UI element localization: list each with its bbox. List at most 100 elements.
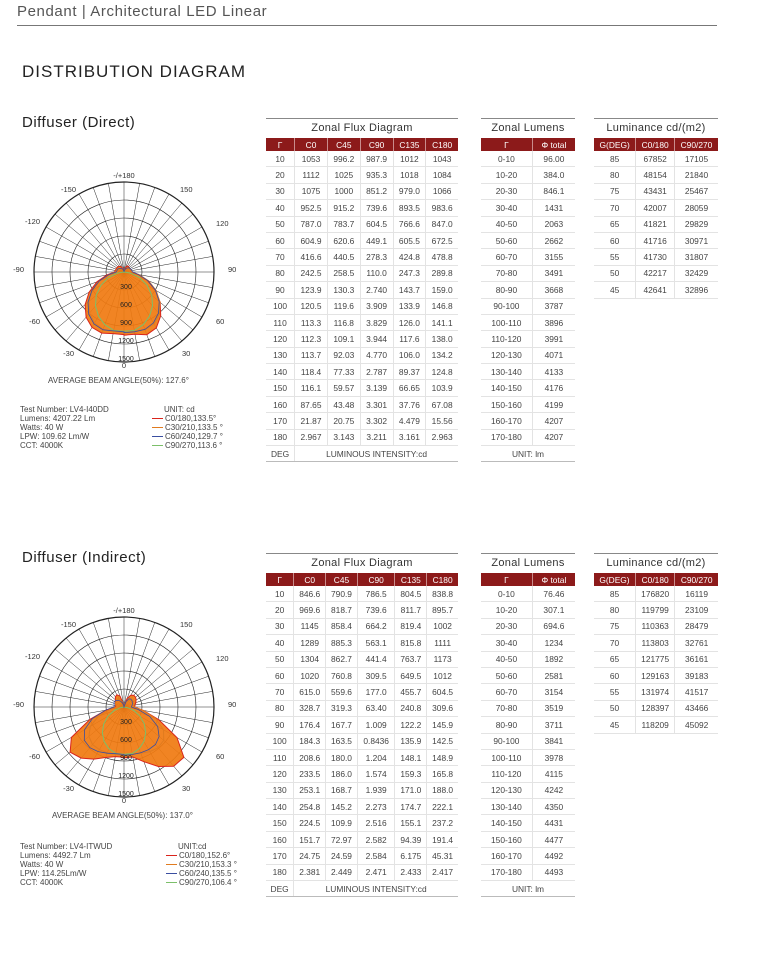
table-cell: 424.8 <box>392 248 426 266</box>
table-cell: 160-170 <box>481 847 533 865</box>
table-cell: 55 <box>594 683 636 701</box>
zonal-lumens-table-direct: Zonal Lumens Γ Φ total 0-10 96.00 10-20 384.0 2… <box>481 118 575 463</box>
table-cell: 103.9 <box>425 379 458 397</box>
table-row: 50 128397 43466 <box>594 700 718 718</box>
table-cell: 177.0 <box>356 683 395 701</box>
table-cell: 21840 <box>673 166 718 184</box>
table-cell: 60 <box>266 232 295 250</box>
table-cell: 1112 <box>294 166 328 184</box>
table-row: 50 787.0 783.7 604.5 766.6 847.0 <box>266 216 458 233</box>
table-cell: 10-20 <box>481 166 533 184</box>
table-cell: 66.65 <box>392 379 426 397</box>
table-cell: 1012 <box>392 151 426 168</box>
table-row: 170 24.75 24.59 2.584 6.175 45.31 <box>266 847 458 865</box>
table-cell: 142.5 <box>426 733 458 750</box>
legend-label: C90/270,106.4 ° <box>179 878 237 887</box>
table-cell: 120-130 <box>481 782 533 800</box>
table-row: 30 1145 858.4 664.2 819.4 1002 <box>266 618 458 636</box>
table-cell: 180 <box>266 864 294 882</box>
table-cell: 416.6 <box>294 248 328 266</box>
table-cell: 40-50 <box>481 651 533 668</box>
table-row: 60-70 3154 <box>481 683 575 701</box>
table-cell: 90-100 <box>481 733 533 750</box>
table-cell: 3155 <box>531 248 575 266</box>
table-row: 100 184.3 163.5 0.8436 135.9 142.5 <box>266 733 458 750</box>
table-cell: 847.0 <box>425 216 458 233</box>
column-header: G(DEG) <box>594 138 636 151</box>
table-cell: 130-140 <box>481 798 533 816</box>
table-row: 30 1075 1000 851.2 979.0 1066 <box>266 183 458 201</box>
table-cell: 92.03 <box>326 347 361 365</box>
table-cell: 2.381 <box>293 864 326 882</box>
table-cell: 811.7 <box>394 601 427 619</box>
document-header: Pendant | Architectural LED Linear <box>17 3 268 20</box>
table-cell: 50 <box>266 651 294 668</box>
table-row: 60 129163 39183 <box>594 667 718 685</box>
table-cell: 3519 <box>531 700 575 718</box>
table-cell: 384.0 <box>531 166 575 184</box>
table-cell: 80 <box>594 601 636 619</box>
table-cell: 1.204 <box>356 749 395 767</box>
table-cell: 45 <box>594 716 636 734</box>
table-cell: 120 <box>266 330 295 348</box>
table-cell: 21.87 <box>294 412 328 430</box>
table-cell: 55 <box>594 248 636 266</box>
table-cell: 935.3 <box>359 166 393 184</box>
table-cell: 30971 <box>673 232 718 250</box>
angle-label: 0 <box>122 361 126 370</box>
table-cell: 110 <box>266 749 294 767</box>
table-cell: 895.7 <box>426 601 458 619</box>
table-cell: 32429 <box>673 265 718 283</box>
angle-label: 60 <box>216 752 224 761</box>
table-row: 120-130 4242 <box>481 782 575 800</box>
table-cell: 180.0 <box>325 749 358 767</box>
lpw: LPW: 109.62 Lm/W <box>20 432 90 441</box>
table-cell: 996.2 <box>326 151 361 168</box>
table-cell: 100 <box>266 733 294 750</box>
curve-c135-c45 <box>87 267 160 334</box>
polar-spoke <box>123 256 213 273</box>
table-cell: 191.4 <box>426 831 458 849</box>
table-cell: 184.3 <box>293 733 326 750</box>
table-cell: 694.6 <box>531 618 575 636</box>
table-cell: 37.76 <box>392 396 426 414</box>
table-row: 170-180 4207 <box>481 429 575 447</box>
table-cell: 664.2 <box>356 618 395 636</box>
zonal-lumens-title: Zonal Lumens <box>481 118 575 138</box>
column-header: Γ <box>266 138 295 151</box>
table-cell: 3991 <box>531 330 575 348</box>
column-header: C90/270 <box>674 573 718 586</box>
table-cell: 6.175 <box>394 847 427 865</box>
table-cell: 240.8 <box>394 700 427 718</box>
table-cell: 110-120 <box>481 330 533 348</box>
table-cell: 145.9 <box>426 716 458 734</box>
table-cell: 1066 <box>425 183 458 201</box>
table-row: 20 969.6 818.7 739.6 811.7 895.7 <box>266 601 458 619</box>
polar-spoke <box>123 193 170 273</box>
table-cell: 20-30 <box>481 183 533 201</box>
table-cell: 1145 <box>293 618 326 636</box>
table-row: 55 131974 41517 <box>594 683 718 701</box>
table-cell: 3.829 <box>359 314 393 332</box>
polar-spoke <box>123 202 183 273</box>
table-cell: 4493 <box>531 864 575 882</box>
polar-spoke <box>78 193 125 273</box>
table-cell: 763.7 <box>394 651 427 668</box>
table-cell: 45 <box>594 281 636 299</box>
table-row: 150 224.5 109.9 2.516 155.1 237.2 <box>266 814 458 832</box>
table-cell: 32896 <box>673 281 718 299</box>
table-row: 130 253.1 168.7 1.939 171.0 188.0 <box>266 782 458 800</box>
table-cell: 72.97 <box>325 831 358 849</box>
table-cell: 113.3 <box>294 314 328 332</box>
test-number: Test Number: LV4-ITWUD <box>20 842 113 851</box>
table-cell: 786.5 <box>356 586 395 603</box>
table-cell: 563.1 <box>356 634 395 652</box>
table-cell: 124.8 <box>425 363 458 381</box>
column-header: C45 <box>325 573 358 586</box>
legend-swatch <box>152 418 163 419</box>
table-cell: 819.4 <box>394 618 427 636</box>
table-cell: 1012 <box>426 667 458 685</box>
table-row: 80 119799 23109 <box>594 601 718 619</box>
legend-title: UNIT:cd <box>178 842 207 851</box>
